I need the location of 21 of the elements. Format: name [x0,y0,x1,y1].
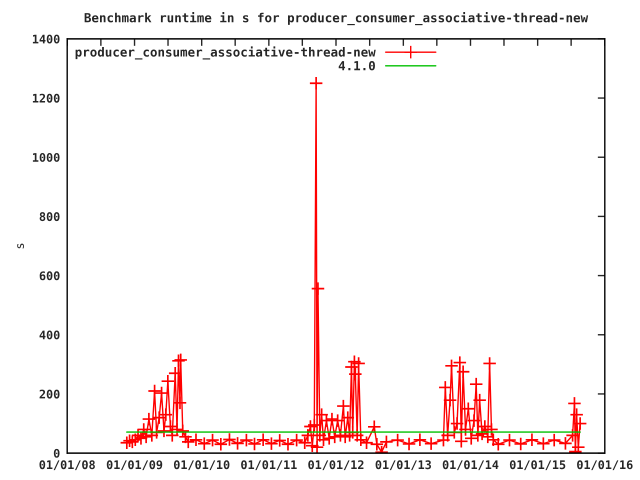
y-tick-label: 800 [40,212,60,222]
x-tick-label: 01/01/15 [510,460,566,470]
y-tick-label: 600 [40,271,60,280]
y-tick-label: 1200 [32,94,60,103]
legend-label: 4.1.0 [338,60,375,70]
x-tick-label: 01/01/09 [106,460,162,470]
y-axis-title: s [17,244,24,248]
x-tick-label: 01/01/08 [39,460,95,470]
chart-title: Benchmark runtime in s for producer_consumer_associative-thread-new [84,12,588,26]
x-tick-label: 01/01/11 [241,460,297,470]
x-tick-label: 01/01/10 [174,460,230,470]
y-tick-label: 1400 [32,34,60,44]
x-tick-label: 01/01/12 [308,460,364,470]
y-tick-label: 1000 [32,152,60,162]
legend-label: producer_consumer_associative-thread-new [76,46,376,60]
y-tick-label: 200 [40,390,60,399]
y-tick-label: 0 [54,448,60,458]
x-tick-label: 01/01/16 [577,460,633,470]
x-tick-label: 01/01/14 [442,460,498,470]
y-tick-label: 400 [40,330,60,340]
x-tick-label: 01/01/13 [376,460,432,470]
